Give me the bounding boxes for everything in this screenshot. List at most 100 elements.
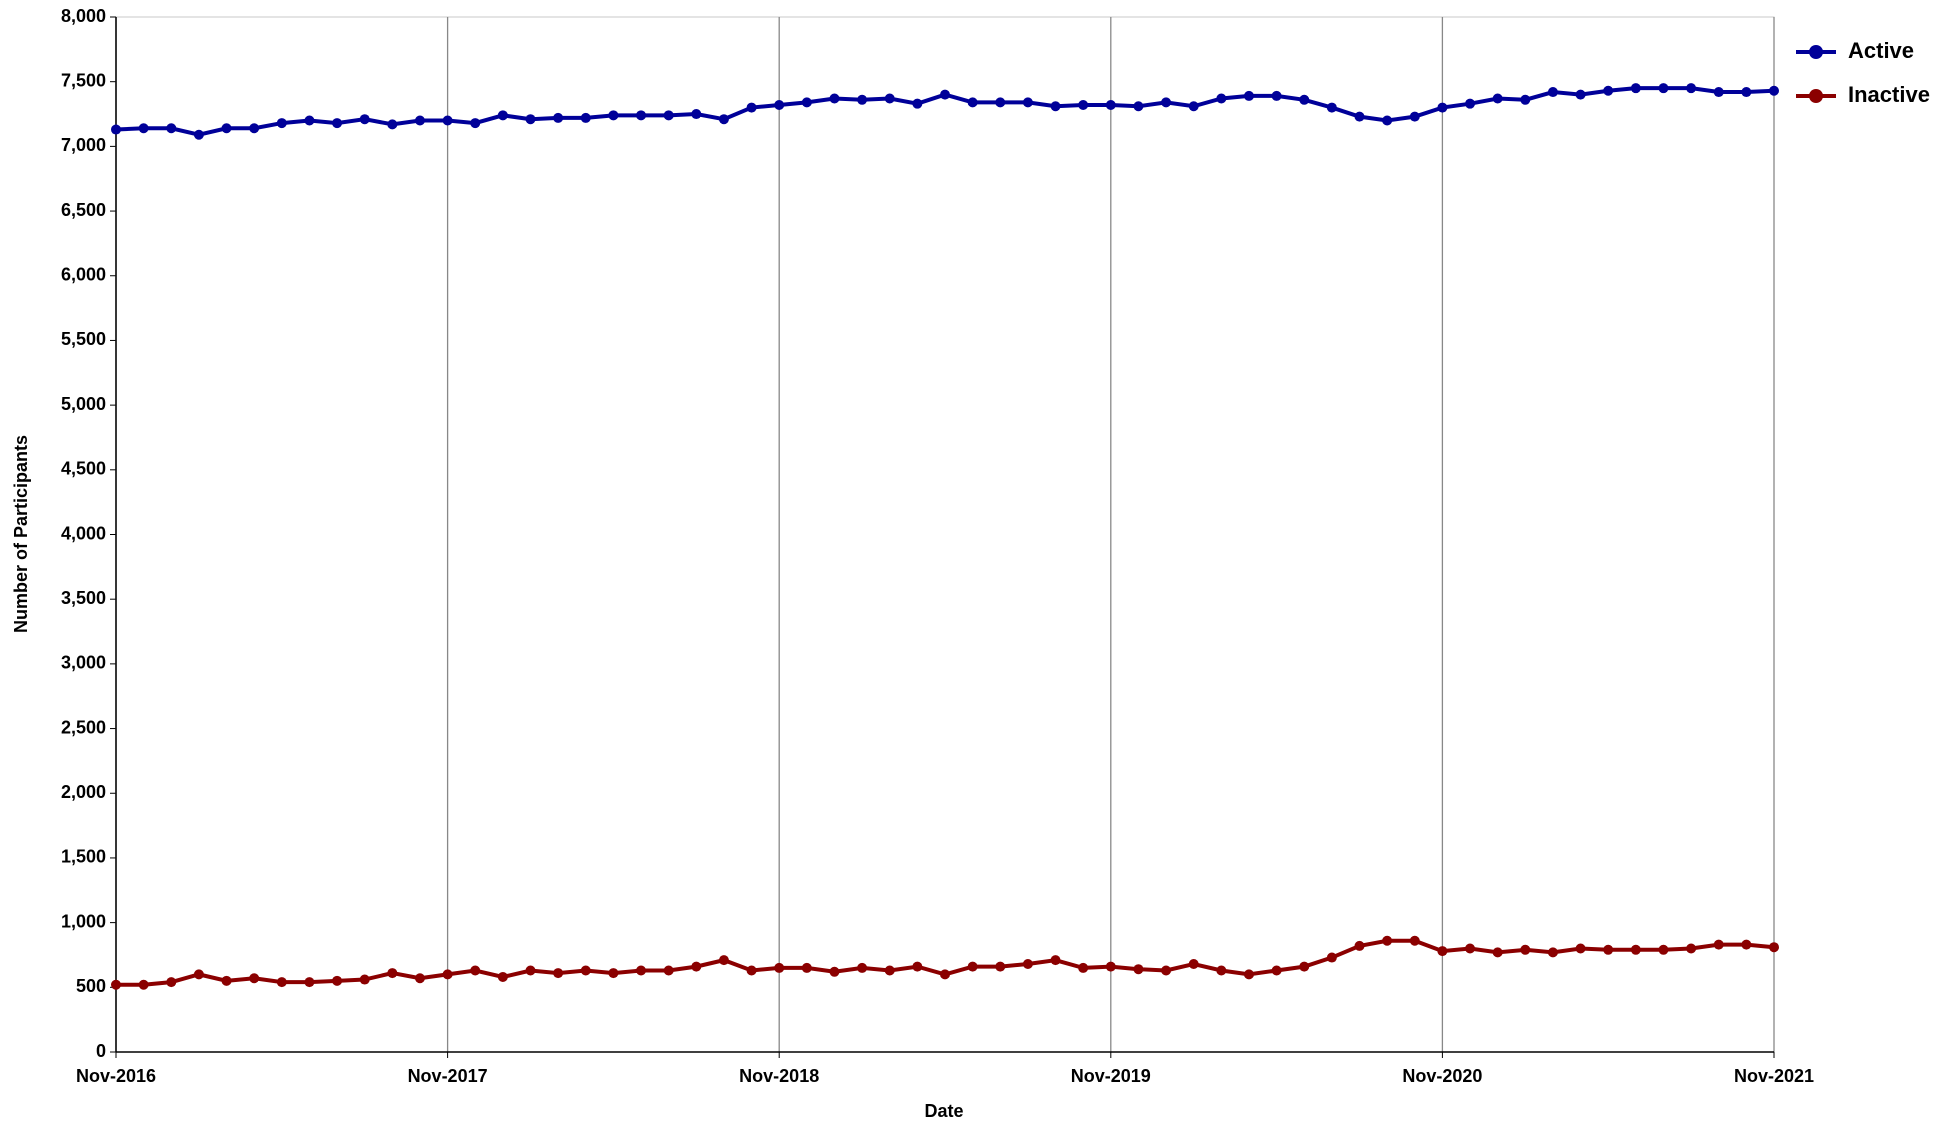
data-point <box>774 962 785 973</box>
data-point <box>1741 87 1752 98</box>
data-point <box>1243 969 1254 980</box>
y-tick-label: 7,000 <box>61 135 106 155</box>
data-point <box>608 968 619 979</box>
data-point <box>636 110 647 121</box>
data-point <box>304 115 315 126</box>
data-point <box>193 129 204 140</box>
data-point <box>774 99 785 110</box>
y-tick-label: 7,500 <box>61 70 106 90</box>
data-point <box>359 114 370 125</box>
data-point <box>1133 101 1144 112</box>
data-point <box>1547 87 1558 98</box>
data-point <box>111 124 121 135</box>
data-point <box>829 966 840 977</box>
legend-label: Active <box>1848 38 1914 63</box>
data-point <box>442 115 453 126</box>
data-point <box>1188 959 1199 970</box>
data-point <box>1216 965 1227 976</box>
data-point <box>525 114 536 125</box>
data-point <box>1105 961 1116 972</box>
data-point <box>995 961 1006 972</box>
data-point <box>1078 99 1089 110</box>
data-point <box>387 968 398 979</box>
data-point <box>1409 935 1420 946</box>
data-point <box>553 968 564 979</box>
x-tick-label: Nov-2017 <box>408 1066 488 1086</box>
plot-frame <box>115 16 1775 1053</box>
data-point <box>912 98 923 109</box>
y-tick-label: 6,000 <box>61 265 106 285</box>
data-point <box>221 123 232 134</box>
data-point <box>746 102 757 113</box>
data-point <box>525 965 536 976</box>
data-point <box>166 123 177 134</box>
data-point <box>884 93 895 104</box>
data-point <box>691 109 702 120</box>
y-tick-label: 2,500 <box>61 717 106 737</box>
data-point <box>1520 944 1531 955</box>
data-point <box>470 118 481 129</box>
data-point <box>1492 93 1503 104</box>
data-point <box>1686 943 1697 954</box>
data-point <box>912 961 923 972</box>
data-point <box>801 97 812 108</box>
data-point <box>1161 97 1172 108</box>
data-point <box>1465 943 1476 954</box>
data-point <box>1299 94 1310 105</box>
data-point <box>1465 98 1476 109</box>
data-point <box>1658 944 1669 955</box>
y-tick-label: 5,000 <box>61 394 106 414</box>
data-point <box>746 965 757 976</box>
data-point <box>1050 955 1061 966</box>
y-tick-label: 6,500 <box>61 200 106 220</box>
data-point <box>1603 944 1614 955</box>
data-point <box>1603 85 1614 96</box>
data-point <box>1188 101 1199 112</box>
data-point <box>221 975 232 986</box>
data-point <box>857 94 868 105</box>
data-point <box>1161 965 1172 976</box>
data-point <box>1686 83 1697 94</box>
data-point <box>1575 943 1586 954</box>
data-point <box>138 123 149 134</box>
data-point <box>1630 944 1641 955</box>
data-point <box>1133 964 1144 975</box>
data-point <box>166 977 177 988</box>
data-point <box>1769 942 1779 953</box>
data-point <box>1105 99 1116 110</box>
data-point <box>718 114 729 125</box>
data-point <box>332 975 343 986</box>
data-point <box>414 115 425 126</box>
data-point <box>663 965 674 976</box>
y-tick-label: 2,000 <box>61 782 106 802</box>
data-point <box>1243 90 1254 101</box>
data-point <box>691 961 702 972</box>
data-point <box>1216 93 1227 104</box>
data-point <box>1658 83 1669 94</box>
data-point <box>1050 101 1061 112</box>
data-point <box>967 961 978 972</box>
data-point <box>1078 962 1089 973</box>
data-point <box>1299 961 1310 972</box>
y-tick-label: 3,500 <box>61 588 106 608</box>
data-point <box>829 93 840 104</box>
data-point <box>1575 89 1586 100</box>
data-point <box>718 955 729 966</box>
data-point <box>967 97 978 108</box>
y-tick-label: 8,000 <box>61 6 106 26</box>
x-tick-label: Nov-2019 <box>1071 1066 1151 1086</box>
data-point <box>801 962 812 973</box>
data-point <box>1713 87 1724 98</box>
data-point <box>884 965 895 976</box>
data-point <box>1520 94 1531 105</box>
data-point <box>857 962 868 973</box>
data-point <box>497 971 508 982</box>
legend-marker <box>1809 45 1823 59</box>
data-point <box>1354 940 1365 951</box>
y-tick-label: 0 <box>96 1041 106 1061</box>
data-point <box>1271 90 1282 101</box>
data-point <box>387 119 398 130</box>
legend-label: Inactive <box>1848 82 1930 107</box>
data-point <box>1326 102 1337 113</box>
